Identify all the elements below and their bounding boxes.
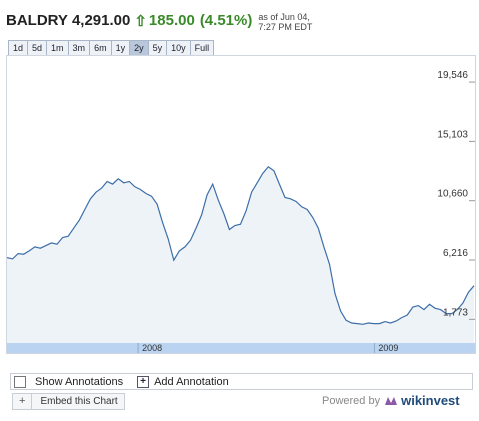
percent-change: (4.51%) (199, 12, 253, 29)
y-tick-label: 6,216 (443, 248, 468, 259)
chart-area: 1,773 6,216 10,660 15,103 19,546 2008 2009 (6, 55, 476, 354)
show-annotations-label[interactable]: Show Annotations (35, 375, 124, 388)
powered-by: Powered by wikinvest (322, 393, 460, 408)
add-annotation-link[interactable]: Add Annotation (154, 375, 229, 388)
ticker-symbol: BALDRY (6, 12, 68, 29)
as-of-date: as of Jun 04, (258, 12, 310, 22)
price-change: 185.00 (148, 12, 195, 29)
price-area-fill (7, 166, 474, 343)
up-arrow-icon: ⇧ (134, 13, 147, 30)
y-tick-label: 15,103 (437, 129, 468, 140)
x-tick-label: 2009 (378, 343, 398, 353)
quote-header: BALDRY 4,291.00 ⇧ 185.00 (4.51%) as of J… (6, 8, 312, 36)
x-axis: 2008 2009 (137, 343, 398, 353)
wikinvest-logo-icon (385, 397, 398, 405)
embed-chart-label: Embed this Chart (40, 396, 118, 407)
y-tick-label: 19,546 (437, 70, 468, 81)
wikinvest-link[interactable]: wikinvest (401, 393, 460, 408)
plus-icon: + (13, 394, 33, 409)
range-button-2y[interactable]: 2y (130, 41, 149, 56)
as-of-timestamp: as of Jun 04, 7:27 PM EDT (258, 12, 312, 32)
y-axis: 1,773 6,216 10,660 15,103 19,546 (437, 70, 475, 320)
price-chart: 1,773 6,216 10,660 15,103 19,546 2008 2009 (6, 70, 475, 353)
range-button-5d[interactable]: 5d (28, 41, 48, 56)
range-button-1m[interactable]: 1m (47, 41, 69, 56)
x-tick-label: 2008 (142, 343, 162, 353)
range-button-5y[interactable]: 5y (149, 41, 168, 56)
embed-chart-button[interactable]: + Embed this Chart (12, 393, 125, 410)
range-button-full[interactable]: Full (194, 43, 210, 53)
range-button-3m[interactable]: 3m (69, 41, 91, 56)
y-tick-label: 10,660 (437, 189, 468, 200)
range-button-1y[interactable]: 1y (112, 41, 131, 56)
annotations-bar: Show Annotations + Add Annotation (10, 373, 473, 390)
powered-by-label: Powered by (322, 394, 381, 407)
last-price: 4,291.00 (71, 12, 131, 29)
range-button-1d[interactable]: 1d (9, 41, 29, 56)
y-tick-label: 1,773 (443, 307, 468, 318)
as-of-time: 7:27 PM EDT (258, 22, 313, 32)
show-annotations-checkbox[interactable] (14, 375, 26, 388)
range-button-6m[interactable]: 6m (90, 41, 112, 56)
timeline-band (7, 343, 475, 353)
plus-icon[interactable]: + (137, 375, 150, 388)
range-button-10y[interactable]: 10y (167, 41, 191, 56)
price-line (6, 165, 475, 325)
